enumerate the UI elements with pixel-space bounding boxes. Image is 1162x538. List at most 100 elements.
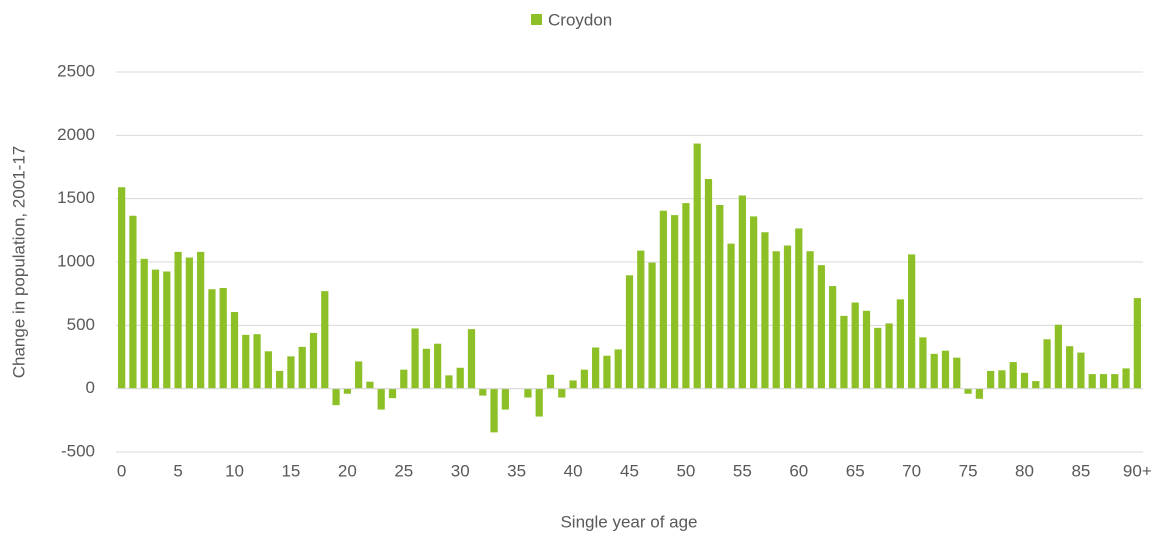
bar [332,388,340,406]
bar [603,355,611,389]
y-tick-label: 2500 [57,61,95,80]
bar [592,347,600,389]
y-axis-title: Change in population, 2001-17 [9,146,28,379]
bar [163,271,171,389]
bar [253,334,261,389]
x-tick-label: 75 [959,461,978,480]
bar [321,291,329,389]
bar [264,351,272,389]
y-tick-label: 1500 [57,188,95,207]
bar [964,388,972,394]
bar [704,179,713,389]
bar [1122,368,1130,389]
bar [1133,298,1141,389]
bar [298,346,306,389]
bar [693,143,701,389]
x-axis-title: Single year of age [560,512,697,531]
bar [772,251,780,389]
bar [467,329,476,389]
x-tick-label: 30 [451,461,470,480]
x-tick-label: 85 [1071,461,1090,480]
legend-swatch [531,14,542,25]
bar [422,348,430,389]
bar [309,332,318,389]
bar [783,245,792,389]
x-tick-label: 55 [733,461,752,480]
bar [208,289,216,389]
bar [840,315,848,389]
y-tick-label: -500 [61,441,95,460]
bar [174,251,182,389]
bar [862,310,871,389]
bar [580,369,588,389]
bar [953,357,961,389]
bar [614,349,622,389]
bar [1099,374,1108,389]
bar [806,251,814,389]
bar [490,388,498,433]
bar [185,257,193,389]
bar [682,203,690,389]
bar [242,334,250,389]
bar [400,369,408,389]
bar [1054,324,1062,389]
bar [817,265,825,389]
x-tick-label: 70 [902,461,921,480]
bar [987,370,995,389]
x-tick-label: 0 [117,461,126,480]
bar [569,380,577,389]
bar [795,228,803,389]
bar [625,275,634,389]
bar [524,388,532,398]
x-tick-label: 35 [507,461,526,480]
bar [366,381,374,389]
x-tick-label: 45 [620,461,639,480]
bar [558,388,566,398]
x-tick-label: 50 [676,461,695,480]
bar [546,374,555,389]
bar [1077,352,1085,389]
bar [287,356,295,389]
y-tick-label: 500 [67,315,95,334]
bar [230,312,239,389]
x-tick-label: 90+ [1123,461,1152,480]
bar [276,370,284,389]
bar [411,328,419,389]
bar [761,232,769,389]
y-tick-label: 2000 [57,125,95,144]
bar [501,388,509,410]
bar [388,388,397,399]
bar [1088,374,1096,389]
x-tick-label: 15 [281,461,300,480]
bar [648,262,656,389]
bar [219,287,227,389]
x-tick-label: 80 [1015,461,1034,480]
bar [851,302,859,389]
x-tick-label: 20 [338,461,357,480]
bar [377,388,385,410]
bar [445,375,453,389]
bar [479,388,487,396]
bar [1032,381,1040,389]
bar [885,323,893,389]
bar [1066,346,1074,389]
bar [637,250,645,389]
legend-label: Croydon [548,10,612,29]
bar [671,215,679,389]
bar [456,367,464,389]
bar [975,388,983,399]
x-tick-label: 10 [225,461,244,480]
bar [998,370,1006,389]
bar [930,353,938,389]
bar [1009,362,1017,389]
x-tick-label: 65 [846,461,865,480]
bar [535,388,543,417]
bar [1020,372,1029,389]
bar [343,388,351,394]
x-tick-label: 5 [173,461,182,480]
bar [659,210,667,389]
bar [908,254,916,389]
bar [151,269,160,389]
y-tick-label: 1000 [57,251,95,270]
bar [941,350,950,389]
